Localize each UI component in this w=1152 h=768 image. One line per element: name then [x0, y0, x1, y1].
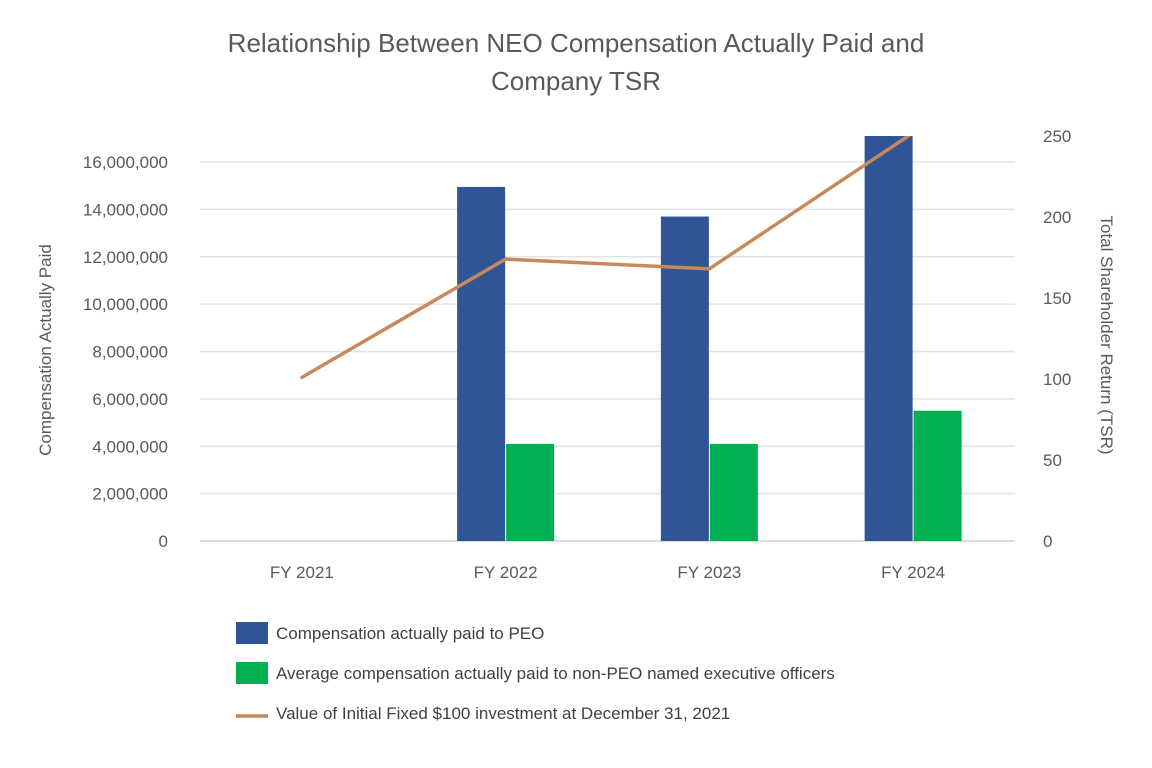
legend-label: Value of Initial Fixed $100 investment a…	[276, 704, 730, 723]
y-tick-label: 4,000,000	[92, 437, 168, 456]
tsr-line-path	[300, 136, 912, 380]
y-tick-label: 0	[159, 532, 168, 551]
y2-axis-title: Total Shareholder Return (TSR)	[1097, 215, 1116, 454]
legend: Compensation actually paid to PEO Average…	[236, 622, 835, 723]
x-tick-label: FY 2022	[474, 563, 538, 582]
bar-peo	[457, 186, 506, 541]
legend-swatch	[236, 662, 268, 684]
y2-tick-label: 50	[1043, 451, 1062, 470]
y-tick-label: 8,000,000	[92, 343, 168, 362]
bar-peo	[660, 216, 709, 542]
y-tick-label: 12,000,000	[83, 248, 168, 267]
tsr-line	[300, 136, 912, 380]
y2-tick-label: 150	[1043, 289, 1071, 308]
bar-non-peo	[506, 443, 555, 541]
y2-tick-label: 0	[1043, 532, 1052, 551]
y-tick-label: 10,000,000	[83, 295, 168, 314]
legend-label: Compensation actually paid to PEO	[276, 624, 544, 643]
bar-non-peo	[709, 443, 758, 541]
legend-swatch	[236, 622, 268, 644]
bars	[457, 136, 962, 542]
chart-title-line-2: Company TSR	[491, 66, 661, 96]
y-axis-ticks: 0 2,000,000 4,000,000 6,000,000 8,000,000 10,…	[83, 153, 168, 551]
y2-tick-label: 100	[1043, 370, 1071, 389]
y2-tick-label: 200	[1043, 208, 1071, 227]
y-tick-label: 6,000,000	[92, 390, 168, 409]
x-tick-label: FY 2024	[881, 563, 945, 582]
gridlines	[200, 161, 1015, 542]
x-tick-label: FY 2023	[677, 563, 741, 582]
y-tick-label: 14,000,000	[83, 200, 168, 219]
x-axis-ticks: FY 2021 FY 2022 FY 2023 FY 2024	[270, 563, 945, 582]
y2-tick-label: 250	[1043, 127, 1071, 146]
y2-axis-ticks: 0 50 100 150 200 250	[1043, 127, 1071, 551]
y-tick-label: 2,000,000	[92, 485, 168, 504]
x-tick-label: FY 2021	[270, 563, 334, 582]
chart-title-line-1: Relationship Between NEO Compensation Ac…	[228, 28, 925, 58]
legend-label: Average compensation actually paid to no…	[276, 664, 835, 683]
y-tick-label: 16,000,000	[83, 153, 168, 172]
bar-peo	[864, 136, 913, 541]
bar-non-peo	[913, 410, 962, 541]
y-axis-title: Compensation Actually Paid	[36, 244, 55, 456]
